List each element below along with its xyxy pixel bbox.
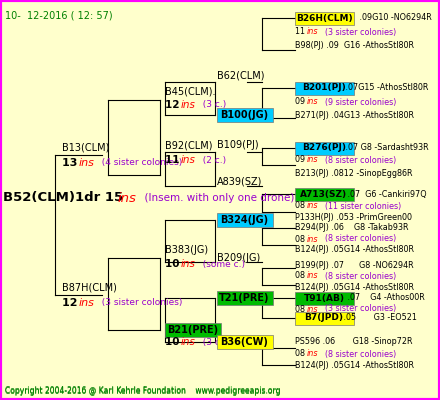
Text: 08: 08: [295, 304, 308, 314]
Text: 09: 09: [295, 98, 308, 106]
FancyBboxPatch shape: [216, 108, 272, 122]
Text: .07G15 -AthosStI80R: .07G15 -AthosStI80R: [343, 84, 429, 92]
Text: ins: ins: [307, 234, 319, 244]
FancyBboxPatch shape: [165, 323, 220, 337]
Text: (3 sister colonies): (3 sister colonies): [96, 298, 182, 308]
Text: 10: 10: [165, 259, 183, 269]
Text: ins: ins: [181, 100, 196, 110]
Text: .07 G8 -Sardasht93R: .07 G8 -Sardasht93R: [343, 144, 429, 152]
Text: 10: 10: [165, 337, 183, 347]
Text: P133H(PJ) .053 -PrimGreen00: P133H(PJ) .053 -PrimGreen00: [295, 214, 412, 222]
Text: B276(PJ): B276(PJ): [302, 144, 346, 152]
Text: B209(JG): B209(JG): [217, 253, 260, 263]
Text: PS596 .06       G18 -Sinop72R: PS596 .06 G18 -Sinop72R: [295, 338, 413, 346]
Text: 12: 12: [165, 100, 183, 110]
Text: B98(PJ) .09  G16 -AthosStI80R: B98(PJ) .09 G16 -AthosStI80R: [295, 42, 414, 50]
Text: B383(JG): B383(JG): [165, 245, 208, 255]
Text: (2 c.): (2 c.): [197, 156, 226, 164]
Text: ins: ins: [181, 259, 196, 269]
Text: ins: ins: [307, 98, 319, 106]
Text: 08: 08: [295, 350, 308, 358]
Text: B124(PJ) .05G14 -AthosStI80R: B124(PJ) .05G14 -AthosStI80R: [295, 282, 414, 292]
Text: B271(PJ) .04G13 -AthosStI80R: B271(PJ) .04G13 -AthosStI80R: [295, 112, 414, 120]
Text: A713(SZ): A713(SZ): [301, 190, 348, 198]
Text: .09G10 -NO6294R: .09G10 -NO6294R: [357, 14, 432, 22]
FancyBboxPatch shape: [294, 12, 353, 24]
FancyBboxPatch shape: [294, 292, 353, 304]
Text: B13(CLM): B13(CLM): [62, 143, 110, 153]
Text: B52(CLM)1dr 15: B52(CLM)1dr 15: [3, 192, 128, 204]
Text: 13: 13: [62, 158, 81, 168]
Text: 10-  12-2016 ( 12: 57): 10- 12-2016 ( 12: 57): [5, 10, 113, 20]
Text: B324(JG): B324(JG): [220, 215, 268, 225]
Text: .07    G4 -Athos00R: .07 G4 -Athos00R: [345, 294, 425, 302]
Text: (9 sister colonies): (9 sister colonies): [320, 98, 396, 106]
Text: T91(AB): T91(AB): [304, 294, 345, 302]
Text: B124(PJ) .05G14 -AthosStI80R: B124(PJ) .05G14 -AthosStI80R: [295, 360, 414, 370]
Text: (3 sister colonies): (3 sister colonies): [320, 304, 396, 314]
Text: B21(PRE): B21(PRE): [167, 325, 218, 335]
Text: 08: 08: [295, 234, 308, 244]
FancyBboxPatch shape: [294, 312, 353, 324]
Text: (some c.): (some c.): [197, 260, 245, 268]
Text: (3 c.): (3 c.): [197, 100, 226, 110]
Text: .05       G3 -EO521: .05 G3 -EO521: [341, 314, 417, 322]
FancyBboxPatch shape: [216, 291, 272, 305]
Text: ins: ins: [307, 304, 319, 314]
Text: (8 sister colonies): (8 sister colonies): [320, 156, 396, 164]
Text: T21(PRE): T21(PRE): [219, 293, 270, 303]
Text: (8 sister colonies): (8 sister colonies): [320, 272, 396, 280]
Text: ins: ins: [79, 298, 95, 308]
Text: ins: ins: [307, 28, 319, 36]
FancyBboxPatch shape: [216, 335, 272, 349]
Text: 11: 11: [165, 155, 183, 165]
Text: (8 sister colonies): (8 sister colonies): [320, 350, 396, 358]
Text: 11: 11: [295, 28, 308, 36]
Text: B26H(CLM): B26H(CLM): [296, 14, 352, 22]
Text: B7(JPD): B7(JPD): [304, 314, 344, 322]
Text: ins: ins: [307, 272, 319, 280]
Text: ins: ins: [118, 192, 137, 204]
Text: (4 sister colonies): (4 sister colonies): [96, 158, 182, 168]
Text: (8 sister colonies): (8 sister colonies): [320, 234, 396, 244]
Text: .07  G6 -Cankiri97Q: .07 G6 -Cankiri97Q: [345, 190, 427, 198]
Text: B199(PJ) .07      G8 -NO6294R: B199(PJ) .07 G8 -NO6294R: [295, 260, 414, 270]
FancyBboxPatch shape: [294, 142, 353, 154]
Text: 09: 09: [295, 156, 308, 164]
Text: (Insem. with only one drone): (Insem. with only one drone): [138, 193, 294, 203]
FancyBboxPatch shape: [294, 82, 353, 94]
Text: ins: ins: [307, 156, 319, 164]
Text: B100(JG): B100(JG): [220, 110, 268, 120]
Text: A839(SZ): A839(SZ): [217, 177, 262, 187]
Text: ins: ins: [79, 158, 95, 168]
Text: B213(PJ) .0812 -SinopEgg86R: B213(PJ) .0812 -SinopEgg86R: [295, 170, 413, 178]
Text: ins: ins: [181, 337, 196, 347]
Text: B294(PJ) .06    G8 -Takab93R: B294(PJ) .06 G8 -Takab93R: [295, 224, 408, 232]
Text: B201(PJ): B201(PJ): [302, 84, 346, 92]
Text: B124(PJ) .05G14 -AthosStI80R: B124(PJ) .05G14 -AthosStI80R: [295, 246, 414, 254]
Text: ins: ins: [181, 155, 196, 165]
Text: (3 c.): (3 c.): [197, 338, 226, 346]
Text: 12: 12: [62, 298, 81, 308]
FancyBboxPatch shape: [216, 213, 272, 227]
FancyBboxPatch shape: [294, 188, 353, 200]
Text: B87H(CLM): B87H(CLM): [62, 283, 117, 293]
Text: Copyright 2004-2016 @ Karl Kehrle Foundation    www.pedigreeapis.org: Copyright 2004-2016 @ Karl Kehrle Founda…: [5, 386, 281, 395]
Text: ins: ins: [307, 350, 319, 358]
Text: ins: ins: [307, 202, 319, 210]
Text: B109(PJ): B109(PJ): [217, 140, 259, 150]
Text: B62(CLM): B62(CLM): [217, 70, 264, 80]
Text: B92(CLM): B92(CLM): [165, 140, 213, 150]
Text: (11 sister colonies): (11 sister colonies): [320, 202, 401, 210]
Text: 08: 08: [295, 272, 308, 280]
Text: 08: 08: [295, 202, 308, 210]
Text: (3 sister colonies): (3 sister colonies): [320, 28, 396, 36]
Text: Copyright 2004-2016 @ Karl Kehrle Foundation    www.pedigreeapis.org: Copyright 2004-2016 @ Karl Kehrle Founda…: [5, 387, 281, 396]
Text: B36(CW): B36(CW): [220, 337, 268, 347]
Text: B45(CLM).: B45(CLM).: [165, 87, 216, 97]
